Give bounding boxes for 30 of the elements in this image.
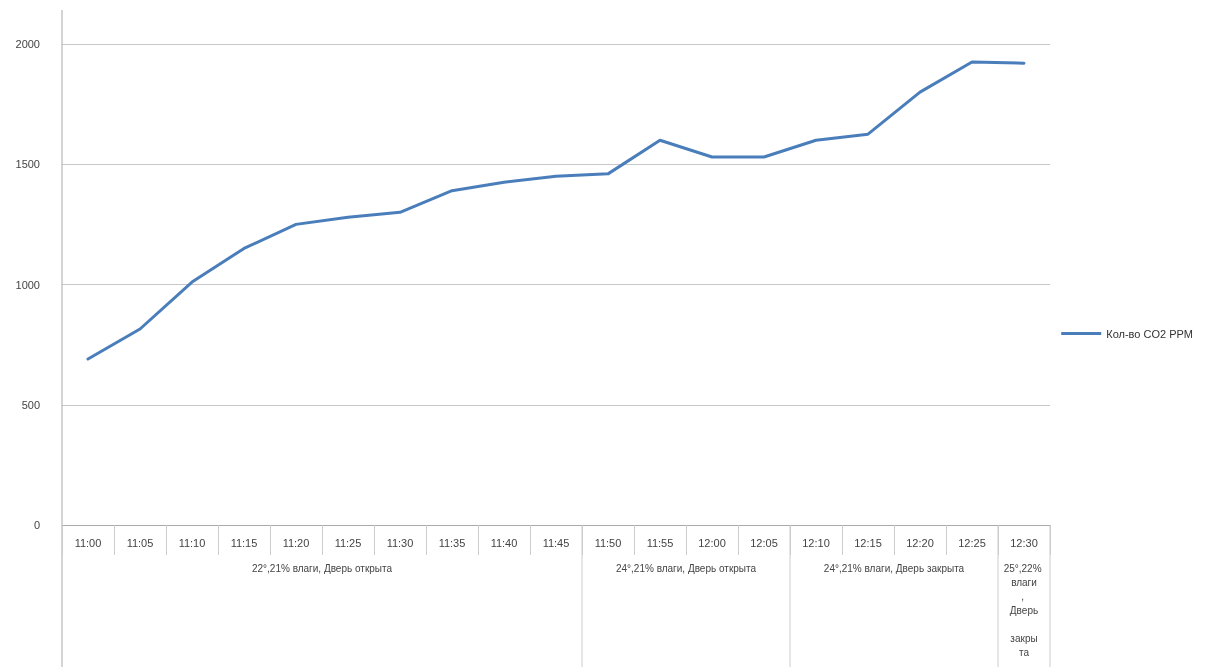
x-tick-label: 11:35 [438, 536, 466, 549]
x-tick-label: 11:15 [230, 536, 258, 549]
y-tick-label: 0 [33, 519, 40, 531]
x-tick-label: 11:30 [386, 536, 414, 549]
x-tick-label: 12:10 [802, 536, 830, 549]
x-tick-label: 11:55 [646, 536, 674, 549]
x-tick-label: 12:00 [698, 536, 726, 549]
text: 22°,21% влаги, Дверь открыта [251, 562, 393, 574]
y-tick-label: 1500 [15, 158, 40, 171]
x-tick-label: 12:25 [958, 536, 986, 549]
y-tick-label: 500 [21, 398, 40, 411]
x-tick-label: 11:45 [542, 536, 570, 549]
x-tick-label: 12:20 [906, 536, 934, 549]
line-series [86, 60, 1026, 361]
x-tick-label: 11:40 [490, 536, 518, 549]
x-tick-label: 11:10 [178, 536, 206, 549]
x-tick-label: 12:05 [750, 536, 778, 549]
x-tick-label: 11:20 [282, 536, 310, 549]
text: 24°,21% влаги, Дверь закрыта [823, 562, 965, 574]
text: 25°,22% влаги, Дверь закрыта [1003, 562, 1042, 658]
y-tick-label: 2000 [15, 38, 40, 50]
y-tick-label: 1000 [15, 278, 40, 291]
legend-label: Кол-во CO2 PPM [1106, 327, 1194, 340]
x-tick-label: 12:30 [1010, 536, 1038, 549]
text: 24°,21% влаги, Дверь открыта [615, 562, 757, 574]
x-tick-label: 12:15 [854, 536, 882, 549]
x-tick-label: 11:25 [334, 536, 362, 549]
x-tick-label: 11:05 [126, 536, 154, 549]
x-tick-label: 11:00 [74, 536, 102, 549]
x-tick-label: 11:50 [594, 536, 622, 549]
